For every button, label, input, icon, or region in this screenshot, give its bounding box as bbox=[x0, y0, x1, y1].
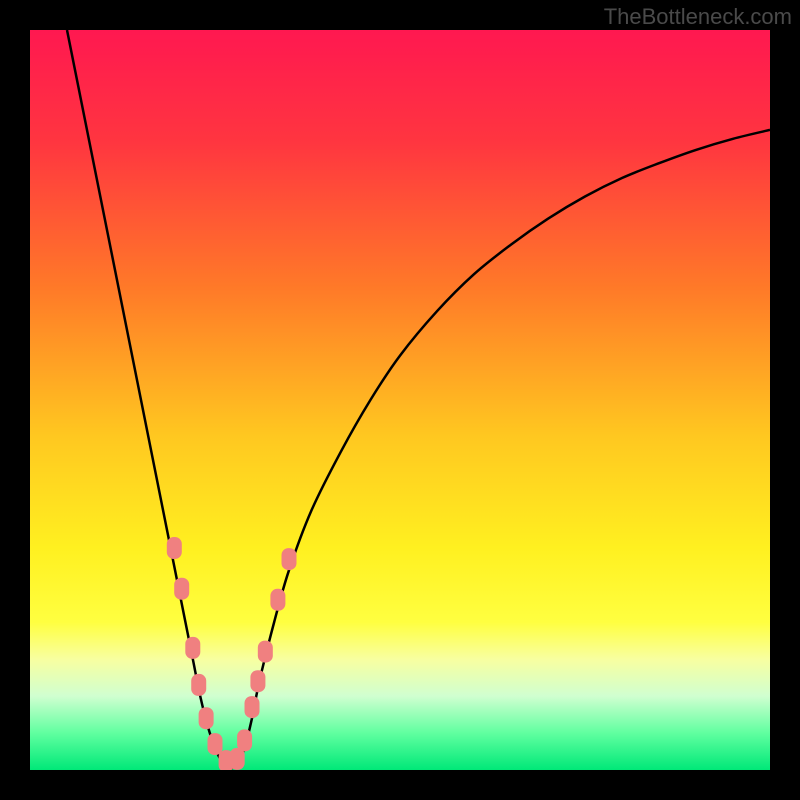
plot-area bbox=[30, 30, 770, 770]
marker-point bbox=[282, 548, 297, 570]
marker-point bbox=[185, 637, 200, 659]
marker-point bbox=[208, 733, 223, 755]
marker-point bbox=[245, 696, 260, 718]
watermark-text: TheBottleneck.com bbox=[604, 4, 792, 30]
chart-frame bbox=[0, 0, 800, 800]
marker-point bbox=[167, 537, 182, 559]
marker-point bbox=[174, 578, 189, 600]
chart-svg bbox=[30, 30, 770, 770]
marker-point bbox=[258, 641, 273, 663]
marker-point bbox=[270, 589, 285, 611]
marker-point bbox=[250, 670, 265, 692]
marker-point bbox=[191, 674, 206, 696]
marker-point bbox=[199, 707, 214, 729]
marker-point bbox=[237, 729, 252, 751]
